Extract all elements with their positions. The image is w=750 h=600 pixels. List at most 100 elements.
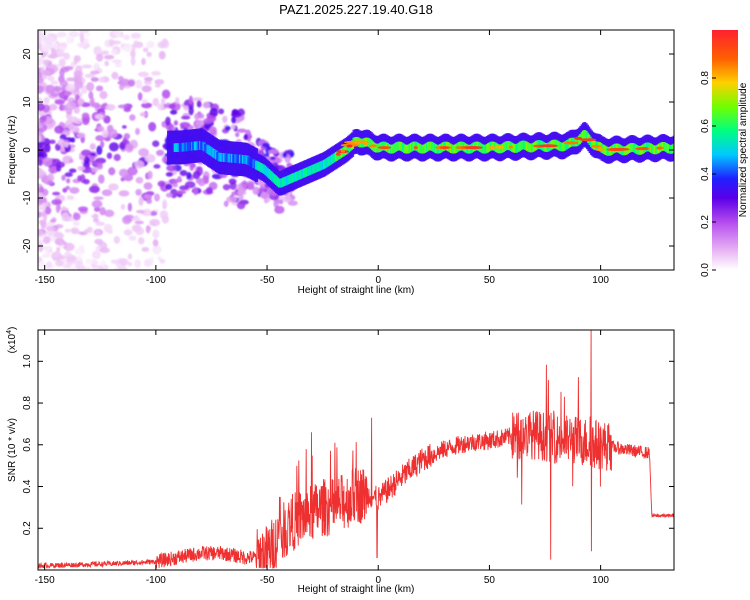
spectrogram-speckle-cell [98, 174, 105, 184]
spectrogram-speckle-cell [78, 244, 85, 252]
spectrogram-speckle-cell [192, 97, 203, 102]
spectrogram-speckle-cell [96, 145, 103, 156]
y-tick-label: 0.4 [22, 479, 33, 493]
spectrogram-image [38, 30, 674, 270]
spectrogram-speckle-cell [77, 165, 86, 171]
spectrogram-speckle-cell [159, 210, 169, 219]
spectrogram-speckle-cell [92, 218, 100, 223]
spectrogram-speckle-cell [95, 53, 104, 62]
spectrogram-speckle-cell [202, 118, 212, 125]
spectrogram-speckle-cell [81, 149, 92, 157]
spectrogram-speckle-cell [161, 97, 166, 106]
spectrogram-speckle-cell [40, 51, 47, 58]
spectrogram-speckle-cell [38, 123, 43, 129]
spectrogram-speckle-cell [48, 139, 56, 144]
spectrogram-speckle-cell [38, 192, 44, 199]
spectrogram-speckle-cell [138, 196, 144, 206]
x-tick-label: 50 [484, 275, 496, 286]
colorbar-gradient [712, 30, 738, 270]
spectrogram-x-label: Height of straight line (km) [298, 285, 415, 296]
spectrogram-speckle-cell [146, 51, 152, 57]
spectrogram-speckle-cell [38, 159, 43, 167]
spectrogram-speckle-cell [142, 47, 149, 53]
spectrogram-speckle-cell [65, 254, 77, 263]
spectrogram-speckle-cell [101, 129, 109, 138]
spectrogram-speckle-cell [85, 32, 91, 38]
spectrogram-hot-spot [656, 146, 662, 150]
spectrogram-speckle-cell [82, 116, 90, 126]
spectrogram-speckle-cell [157, 180, 166, 187]
spectrogram-speckle-cell [121, 125, 127, 129]
spectrogram-speckle-cell [183, 105, 190, 111]
spectrogram-speckle-cell [149, 218, 161, 227]
spectrogram-speckle-cell [58, 58, 66, 67]
spectrogram-speckle-cell [100, 140, 105, 149]
snr-x-label: Height of straight line (km) [298, 584, 415, 595]
spectrogram-speckle-cell [137, 71, 149, 77]
spectrogram-speckle-cell [78, 156, 85, 161]
spectrogram-speckle-cell [38, 74, 43, 80]
spectrogram-speckle-cell [54, 86, 63, 92]
spectrogram-speckle-cell [70, 227, 79, 234]
spectrogram-speckle-cell [65, 120, 70, 125]
spectrogram-speckle-cell [143, 258, 152, 267]
spectrogram-speckle-cell [84, 73, 96, 78]
spectrogram-speckle-cell [58, 42, 68, 48]
spectrogram-speckle-cell [99, 247, 110, 254]
spectrogram-speckle-cell [72, 221, 80, 227]
spectrogram-speckle-cell [133, 160, 145, 169]
spectrogram-speckle-cell [104, 60, 109, 67]
spectrogram-speckle-cell [197, 113, 205, 119]
spectrogram-speckle-cell [90, 70, 100, 75]
spectrogram-hot-spot [413, 146, 418, 150]
spectrogram-speckle-cell [50, 80, 59, 85]
spectrogram-speckle-cell [152, 140, 160, 147]
spectrogram-speckle-cell [170, 109, 178, 115]
spectrogram-speckle-cell [69, 187, 80, 194]
spectrogram-hot-spot [508, 145, 513, 149]
y-tick-label: 10 [22, 96, 33, 108]
spectrogram-speckle-cell [94, 113, 104, 120]
spectrogram-speckle-cell [130, 32, 142, 39]
spectrogram-speckle-cell [38, 56, 45, 63]
spectrogram-speckle-cell [135, 79, 143, 89]
spectrogram-speckle-cell [138, 237, 145, 245]
spectrogram-speckle-cell [51, 251, 62, 261]
spectrogram-speckle-cell [143, 194, 152, 199]
x-tick-label: -100 [146, 275, 166, 286]
spectrogram-speckle-cell [64, 228, 71, 233]
spectrogram-speckle-cell [73, 118, 83, 125]
snr-frame [37, 329, 675, 571]
spectrogram-speckle-cell [108, 38, 115, 47]
spectrogram-hot-spots [335, 136, 664, 156]
spectrogram-speckle-cell [209, 107, 219, 118]
spectrogram-speckle-cell [55, 204, 61, 214]
spectrogram-hot-spot [539, 144, 559, 148]
spectrogram-speckle-cell [38, 256, 43, 263]
x-tick-label: -50 [260, 275, 275, 286]
spectrogram-speckle-cell [73, 106, 80, 114]
spectrogram-hot-spot [377, 146, 392, 150]
spectrogram-speckle-cell [152, 244, 162, 255]
spectrogram-speckle-cell [38, 168, 44, 177]
spectrogram-speckle-cell [85, 258, 94, 265]
spectrogram-speckle-cell [118, 75, 124, 82]
x-tick-label: -100 [146, 575, 166, 586]
colorbar-tick-label: 0.8 [700, 71, 711, 85]
spectrogram-speckle-cell [41, 115, 47, 122]
spectrogram-speckle-cell [41, 202, 46, 212]
spectrogram-speckle-cell [156, 149, 165, 156]
spectrogram-speckle-cell [42, 236, 51, 244]
spectrogram-speckle-cell [127, 166, 138, 176]
spectrogram-speckle-cell [53, 42, 60, 50]
spectrogram-speckle-cell [65, 107, 73, 115]
spectrogram-hot-spot [346, 144, 353, 148]
spectrogram-speckle-cell [157, 41, 167, 49]
spectrogram-speckle-cell [38, 243, 44, 253]
spectrogram-speckle-cell [134, 220, 144, 225]
spectrogram-speckle-cell [40, 211, 47, 217]
spectrogram-speckle-cell [64, 90, 72, 96]
spectrogram-speckle-cell [93, 196, 104, 201]
colorbar-ticks: 0.0 0.2 0.4 0.6 0.8 [700, 71, 716, 277]
